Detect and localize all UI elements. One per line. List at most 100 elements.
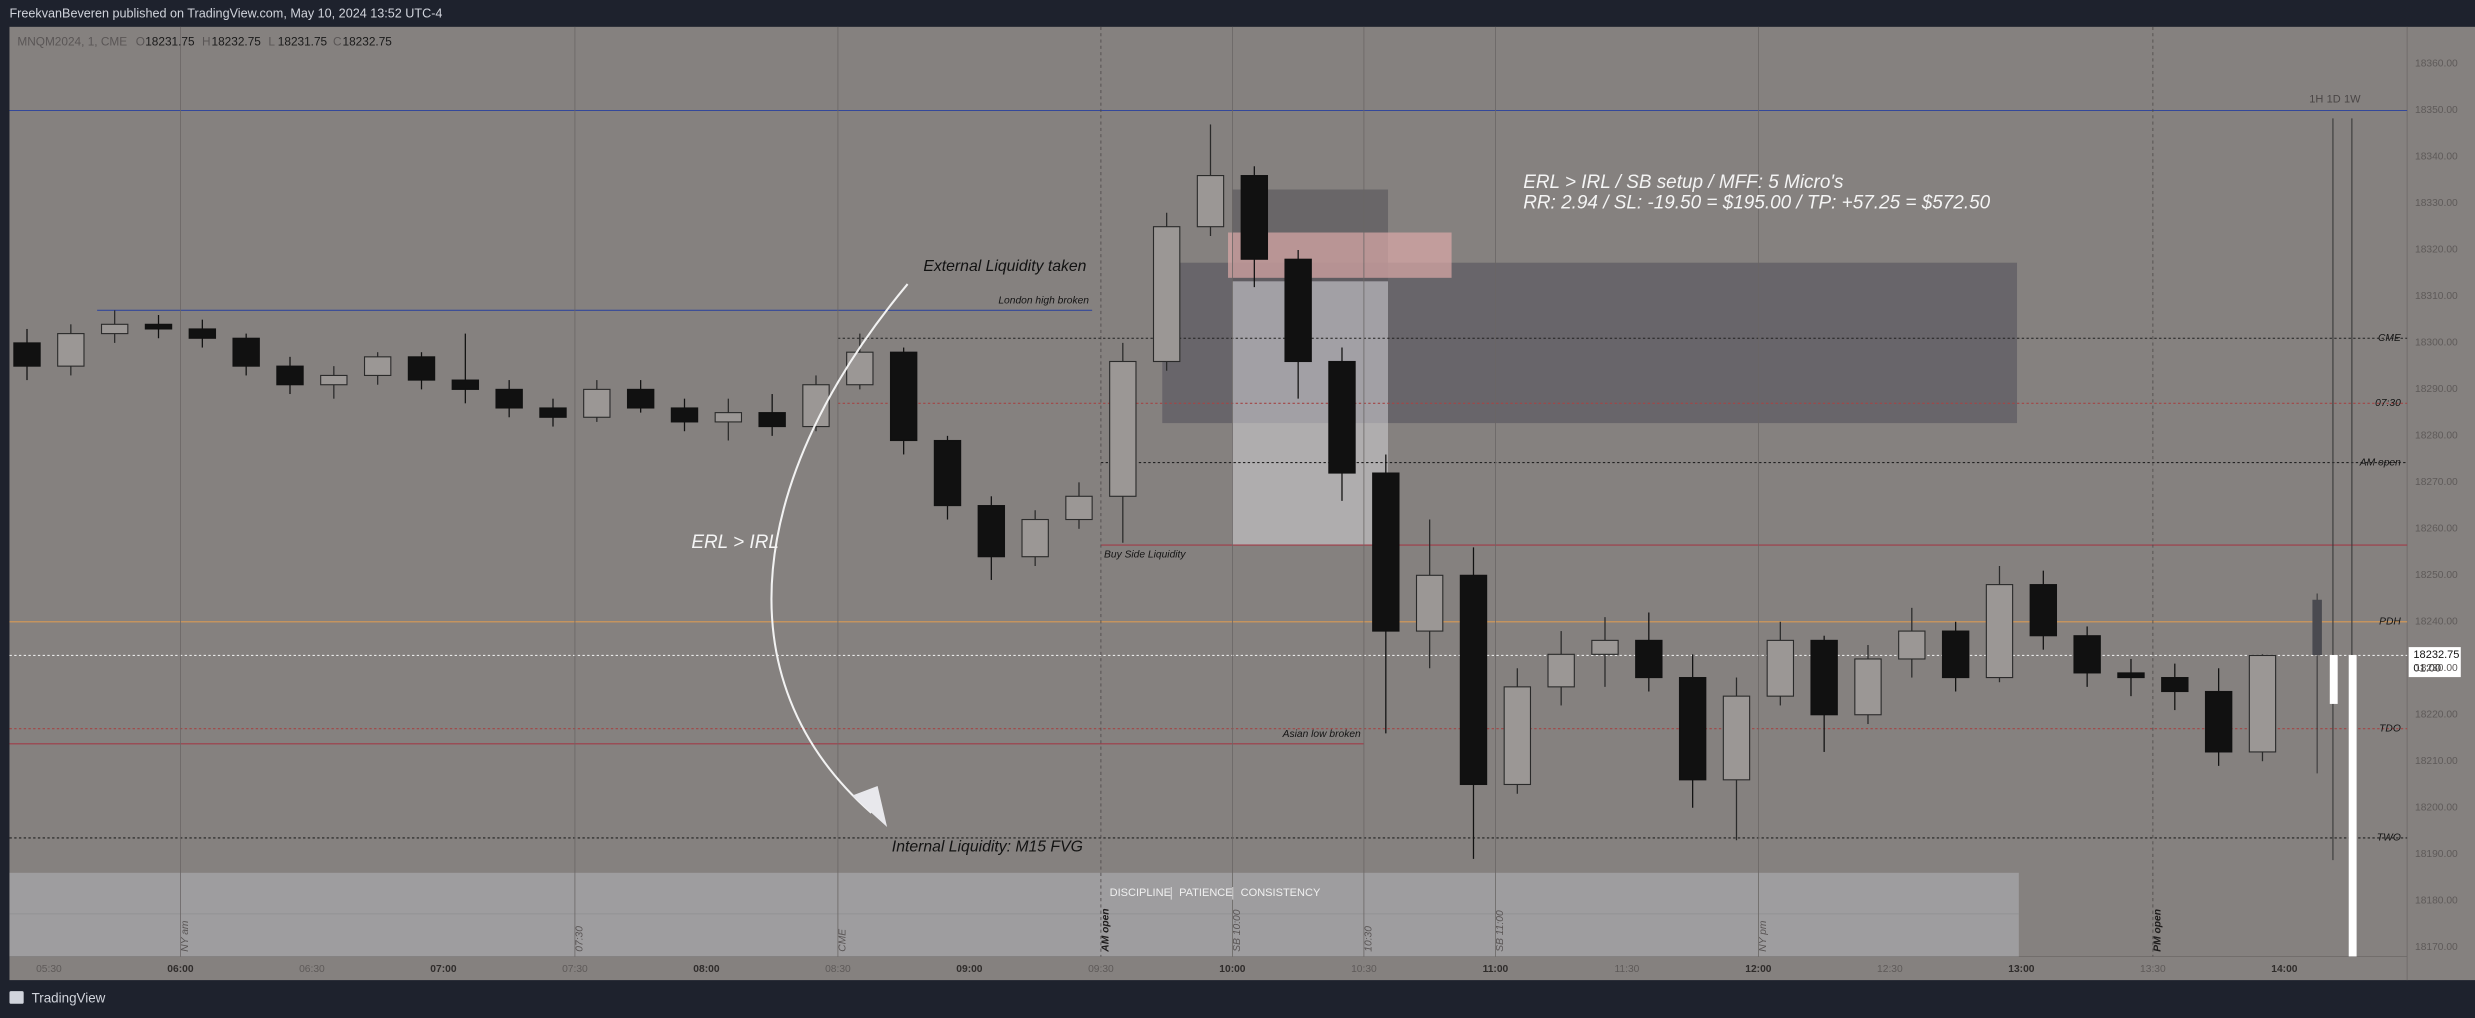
countdown: 01:00 [2413, 662, 2441, 674]
banner-text: PATIENCE [1179, 887, 1233, 899]
candle-body [2204, 690, 2233, 753]
x-tick-label: 08:00 [693, 964, 720, 975]
y-tick-label: 18180.00 [2415, 895, 2458, 906]
y-tick-label: 18250.00 [2415, 570, 2458, 581]
y-tick-label: 18340.00 [2415, 152, 2458, 163]
x-tick-label: 06:30 [299, 964, 325, 975]
timeframe: 1D [2327, 93, 2341, 105]
candle-body [758, 412, 786, 428]
candle-body [1415, 574, 1444, 632]
candle-body [1459, 574, 1488, 786]
candle-body [1722, 695, 1751, 781]
candle-body [583, 388, 611, 418]
candle-body [846, 351, 874, 386]
setup-note: ERL > IRL / SB setup / MFF: 5 Micro's [1523, 172, 1844, 193]
ohlc-label: O [136, 35, 145, 49]
banner-text: CONSISTENCY [1241, 887, 1321, 899]
x-tick-label: 10:30 [1351, 964, 1377, 975]
candle-body [977, 505, 1006, 558]
candle-body [188, 328, 217, 339]
candle-body [933, 439, 962, 507]
x-tick-label: 09:00 [956, 964, 983, 975]
plot-area [9, 26, 2408, 957]
ohlc-value: 18231.75 [278, 35, 328, 49]
y-tick-label: 18230.00 [2415, 663, 2458, 674]
candle-body [495, 388, 523, 409]
x-tick-label: 10:00 [1219, 964, 1246, 975]
session-label: 07:30 [574, 926, 585, 952]
candle-body [1941, 630, 1970, 679]
candle-body [1591, 639, 1619, 655]
y-tick-label: 18260.00 [2415, 524, 2458, 535]
candle-body [363, 356, 392, 376]
x-tick-label: 14:00 [2271, 964, 2298, 975]
candle-body [2161, 677, 2189, 693]
ohlc-label: H [202, 35, 211, 49]
candle-body [1985, 584, 2014, 679]
x-tick-label: 07:30 [562, 964, 588, 975]
candle-body [232, 337, 260, 367]
ohlc-value: 18231.75 [145, 35, 195, 49]
candle-body [1284, 258, 1312, 363]
time-axis [9, 956, 2408, 981]
candle-body [1547, 653, 1575, 688]
curved-arrow [770, 283, 909, 814]
setup-note: RR: 2.94 / SL: -19.50 = $195.00 / TP: +5… [1523, 193, 1990, 214]
level-label: AM open [2359, 457, 2401, 468]
banner [9, 872, 2019, 957]
candle-body [57, 333, 85, 367]
candle-body [714, 412, 743, 423]
ohlc-label: L [268, 35, 275, 49]
candle-body [2248, 654, 2277, 753]
candle-body [1766, 639, 1795, 697]
price-tag-value: 18232.75 [2413, 649, 2459, 661]
x-tick-label: 09:30 [1088, 964, 1114, 975]
y-tick-label: 18270.00 [2415, 477, 2458, 488]
candle-body [2029, 584, 2058, 637]
price-tag [2408, 647, 2461, 678]
level-label: Buy Side Liquidity [1104, 549, 1186, 560]
x-tick-label: 13:00 [2008, 964, 2035, 975]
y-tick-label: 18360.00 [2415, 59, 2458, 70]
level-label: PDH [2379, 616, 2401, 627]
session-label: SB 10:00 [1232, 909, 1243, 951]
banner-text: DISCIPLINE [1110, 887, 1171, 899]
candle-body [1152, 226, 1181, 363]
htf-candle [2329, 654, 2338, 704]
candle-body [1678, 677, 1707, 781]
session-label: AM open [1100, 908, 1111, 952]
session-label: NY am [180, 920, 191, 952]
y-tick-label: 18200.00 [2415, 802, 2458, 813]
y-tick-label: 18350.00 [2415, 105, 2458, 116]
price-axis [2407, 26, 2475, 981]
htf-candle [2348, 654, 2357, 957]
session-label: NY pm [1758, 920, 1769, 952]
y-tick-label: 18320.00 [2415, 245, 2458, 256]
legend: MNQM2024, 1, CME O 18231.75 H 18232.75 L… [17, 35, 392, 49]
annotation: Internal Liquidity: M15 FVG [892, 839, 1083, 856]
footer-brand: TradingView [32, 991, 106, 1006]
y-tick-label: 18220.00 [2415, 709, 2458, 720]
candle-body [1021, 518, 1049, 558]
candle-body [1898, 630, 1926, 660]
htf-candle [2312, 599, 2322, 655]
candle-body [1328, 360, 1356, 474]
candle-body [1196, 175, 1225, 228]
candle-body [889, 351, 918, 442]
candle-body [1240, 175, 1269, 260]
candle-body [2073, 635, 2101, 674]
candle-body [1810, 639, 1838, 716]
y-tick-label: 18190.00 [2415, 849, 2458, 860]
symbol: MNQM2024, 1, CME [17, 35, 127, 49]
logo [9, 991, 24, 1004]
y-tick-label: 18300.00 [2415, 338, 2458, 349]
candle-body [1503, 686, 1532, 786]
candle-body [1109, 360, 1137, 497]
x-tick-label: 05:30 [36, 964, 62, 975]
level-label: TDO [2379, 723, 2401, 734]
y-tick-label: 18290.00 [2415, 384, 2458, 395]
level-label: 07:30 [2375, 398, 2401, 409]
timeframe: 1H [2309, 93, 2323, 105]
